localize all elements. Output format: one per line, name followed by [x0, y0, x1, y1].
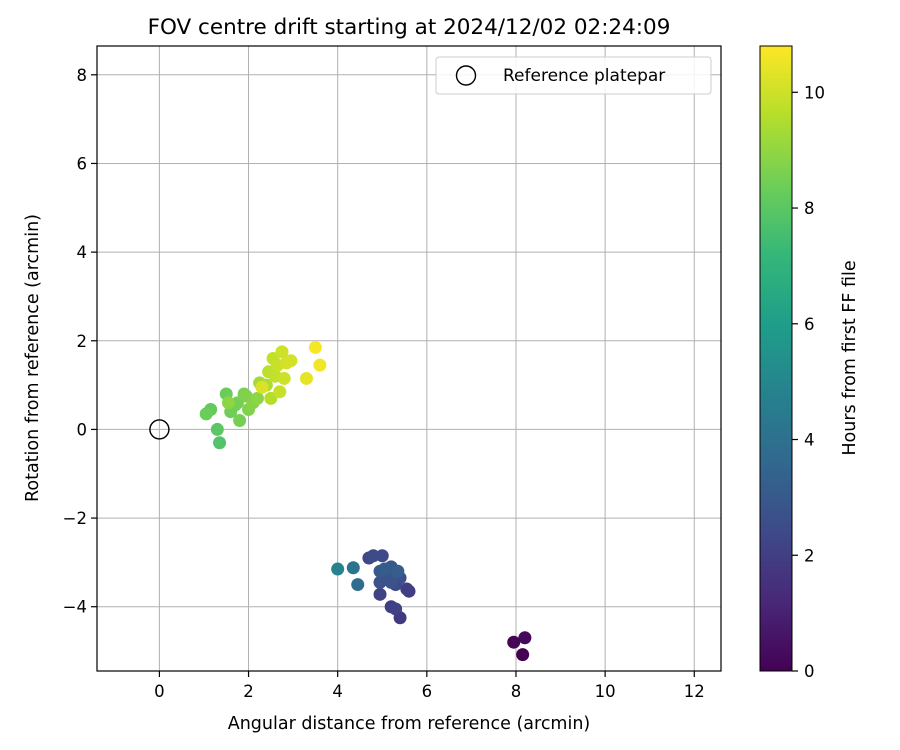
scatter-point: [331, 562, 345, 576]
y-axis-label: Rotation from reference (arcmin): [23, 214, 43, 502]
scatter-point: [299, 371, 313, 385]
scatter-point: [275, 345, 289, 359]
scatter-point: [507, 635, 521, 649]
x-tick-label: 8: [511, 682, 522, 701]
scatter-point: [230, 396, 244, 410]
y-tick-label: 0: [77, 420, 88, 439]
grid-lines: [97, 46, 721, 671]
legend-marker-open-circle: [455, 65, 477, 86]
scatter-point: [233, 414, 247, 428]
x-tick-label: 0: [154, 682, 165, 701]
scatter-point: [273, 385, 287, 399]
y-tick-label: −2: [63, 509, 87, 528]
colorbar-tick-label: 4: [804, 431, 815, 450]
x-axis-label: Angular distance from reference (arcmin): [228, 714, 591, 734]
scatter-point: [373, 587, 387, 601]
y-tick-label: 8: [77, 66, 88, 85]
colorbar-tick-label: 2: [804, 546, 815, 565]
y-tick-label: 2: [77, 332, 88, 351]
data-points: [199, 340, 532, 662]
scatter-point: [250, 391, 264, 405]
y-axis-ticks: −4 −2 0 2 4 6 8: [63, 66, 97, 617]
colorbar-tick-label: 8: [804, 199, 815, 218]
scatter-point: [375, 549, 389, 563]
x-tick-label: 2: [243, 682, 254, 701]
colorbar-label: Hours from first FF file: [840, 260, 860, 455]
scatter-point: [213, 436, 227, 450]
y-tick-label: 4: [77, 243, 88, 262]
colorbar-ticks: 0 2 4 6 8 10: [792, 83, 825, 681]
x-tick-label: 6: [422, 682, 433, 701]
x-tick-label: 10: [595, 682, 616, 701]
x-tick-label: 4: [332, 682, 343, 701]
scatter-point: [400, 582, 414, 596]
legend: Reference platepar: [435, 56, 712, 95]
scatter-point: [284, 354, 298, 368]
y-tick-label: −4: [63, 598, 87, 617]
reference-platepar-marker: [149, 419, 170, 440]
scatter-point: [389, 602, 403, 616]
reference-marker-group: [149, 419, 170, 440]
scatter-point: [391, 564, 405, 578]
colorbar-tick-label: 6: [804, 315, 815, 334]
x-tick-label: 12: [684, 682, 705, 701]
x-axis-ticks: 0 2 4 6 8 10 12: [154, 671, 705, 701]
scatter-point: [221, 396, 235, 410]
scatter-point: [210, 422, 224, 436]
scatter-point: [255, 380, 269, 394]
y-tick-label: 6: [77, 154, 88, 173]
scatter-point: [346, 561, 360, 575]
colorbar-tick-label: 10: [804, 83, 825, 102]
colorbar-tick-label: 0: [804, 662, 815, 681]
scatter-point: [377, 562, 391, 576]
scatter-point: [264, 391, 278, 405]
colorbar: [759, 45, 793, 672]
plot-area: [96, 45, 722, 672]
scatter-point: [351, 578, 365, 592]
scatter-point: [308, 340, 322, 354]
scatter-point: [313, 358, 327, 372]
scatter-point: [518, 631, 532, 645]
legend-box: [435, 56, 712, 95]
scatter-point: [199, 407, 213, 421]
scatter-point: [277, 371, 291, 385]
chart-title: FOV centre drift starting at 2024/12/02 …: [148, 15, 671, 40]
scatter-point: [516, 648, 530, 662]
legend-label: Reference platepar: [503, 66, 665, 86]
scatter-point: [366, 549, 380, 563]
